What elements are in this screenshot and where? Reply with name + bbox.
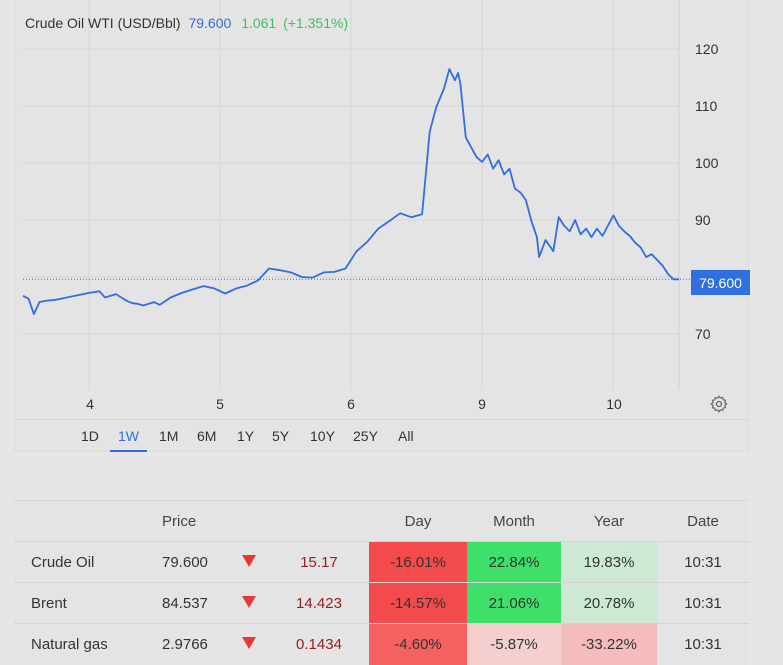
x-tick-label: 6 — [347, 396, 355, 412]
y-tick-label: 70 — [695, 326, 711, 342]
table-header-row: Price Day Month Year Date — [14, 500, 749, 542]
commodity-price: 2.9766 — [147, 623, 229, 665]
x-tick-label: 5 — [216, 396, 224, 412]
quote-time: 10:31 — [657, 582, 749, 624]
column-header: Price — [147, 500, 229, 542]
direction-cell — [229, 582, 269, 624]
range-button[interactable]: 6M — [197, 428, 217, 444]
range-button[interactable]: All — [398, 428, 414, 444]
range-selector: 1D 1W 1M 6M 1Y 5Y 10Y 25Y All — [15, 419, 750, 452]
year-change-cell: -33.22% — [561, 623, 657, 665]
arrow-down-icon — [242, 595, 256, 608]
column-header[interactable]: Day — [369, 500, 467, 542]
commodity-change: 0.1434 — [269, 623, 369, 665]
last-price: 79.600 — [188, 15, 232, 31]
table-row[interactable]: Brent 84.537 14.423 -14.57% 21.06% 20.78% 10:3… — [14, 582, 749, 624]
range-button[interactable]: 1M — [159, 428, 179, 444]
x-tick-label: 4 — [86, 396, 94, 412]
range-button-active[interactable]: 1W — [110, 428, 147, 452]
commodity-name[interactable]: Crude Oil — [14, 541, 147, 583]
price-change: 1.061 — [241, 15, 277, 31]
column-header: Date — [657, 500, 749, 542]
column-header — [269, 500, 369, 542]
column-header — [229, 500, 269, 542]
month-change-cell: 22.84% — [467, 541, 561, 583]
y-tick-label: 110 — [695, 98, 718, 114]
arrow-down-icon — [242, 554, 256, 567]
column-header[interactable]: Month — [467, 500, 561, 542]
quote-time: 10:31 — [657, 623, 749, 665]
range-button[interactable]: 10Y — [310, 428, 335, 444]
commodity-price: 84.537 — [147, 582, 229, 624]
day-change-cell: -16.01% — [369, 541, 467, 583]
commodity-table: Price Day Month Year Date Crude Oil 79.60… — [14, 500, 749, 665]
month-change-cell: 21.06% — [467, 582, 561, 624]
range-button[interactable]: 1Y — [237, 428, 255, 444]
price-chart — [22, 0, 691, 390]
day-change-cell: -4.60% — [369, 623, 467, 665]
arrow-down-icon — [242, 636, 256, 649]
table-row[interactable]: Crude Oil 79.600 15.17 -16.01% 22.84% 19.83% 1… — [14, 541, 749, 583]
x-tick-label: 9 — [478, 396, 486, 412]
instrument-name: Crude Oil WTI (USD/Bbl) — [25, 15, 181, 31]
direction-cell — [229, 623, 269, 665]
gear-icon[interactable] — [709, 394, 729, 414]
direction-cell — [229, 541, 269, 583]
column-header[interactable]: Year — [561, 500, 657, 542]
year-change-cell: 19.83% — [561, 541, 657, 583]
price-chart-panel: Crude Oil WTI (USD/Bbl) 79.600 1.061 (+1… — [14, 0, 750, 452]
x-tick-label: 10 — [606, 396, 622, 412]
range-button[interactable]: 5Y — [272, 428, 290, 444]
price-series-line — [22, 68, 679, 315]
commodity-price: 79.600 — [147, 541, 229, 583]
day-change-cell: -14.57% — [369, 582, 467, 624]
commodity-change: 14.423 — [269, 582, 369, 624]
table-row[interactable]: Natural gas 2.9766 0.1434 -4.60% -5.87% -33.2… — [14, 623, 749, 665]
year-change-cell: 20.78% — [561, 582, 657, 624]
commodity-change: 15.17 — [269, 541, 369, 583]
commodity-name[interactable]: Brent — [14, 582, 147, 624]
month-change-cell: -5.87% — [467, 623, 561, 665]
y-tick-label: 120 — [695, 41, 719, 57]
range-button[interactable]: 1D — [81, 428, 99, 444]
price-change-pct: (+1.351%) — [283, 15, 349, 31]
quote-time: 10:31 — [657, 541, 749, 583]
range-button[interactable]: 25Y — [353, 428, 378, 444]
commodity-name[interactable]: Natural gas — [14, 623, 147, 665]
y-tick-label: 90 — [695, 212, 711, 228]
column-header — [14, 500, 147, 542]
y-tick-label: 100 — [695, 155, 719, 171]
chart-legend: Crude Oil WTI (USD/Bbl) 79.600 1.061 (+1… — [25, 15, 348, 31]
current-price-tag: 79.600 — [691, 270, 750, 295]
